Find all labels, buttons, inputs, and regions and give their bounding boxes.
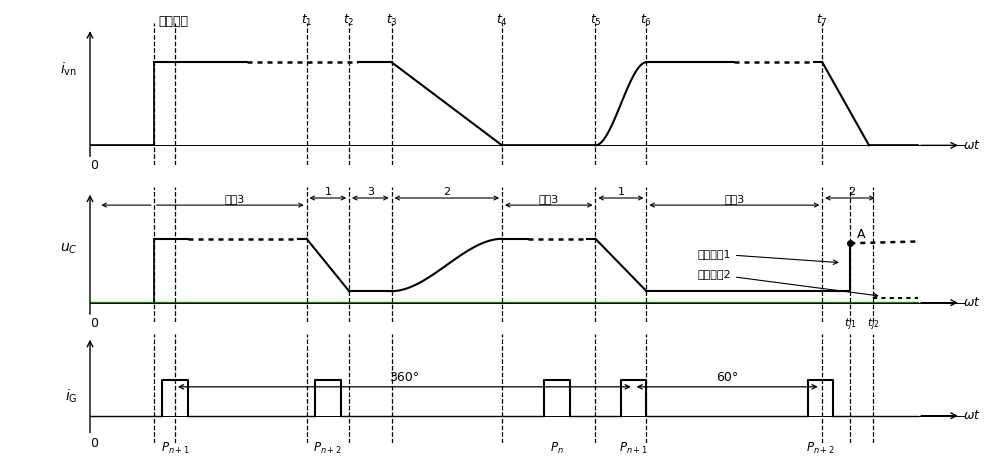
Text: 0: 0: [90, 317, 98, 330]
Text: $P_n$: $P_n$: [550, 441, 564, 456]
Text: 0: 0: [90, 437, 98, 450]
Text: 状态3: 状态3: [539, 194, 559, 204]
Text: $t_7$: $t_7$: [816, 13, 828, 28]
Text: $i_{\rm vn}$: $i_{\rm vn}$: [60, 60, 77, 78]
Text: $\omega t$: $\omega t$: [963, 296, 981, 309]
Text: 状态3: 状态3: [224, 194, 245, 204]
Text: 电压波形2: 电压波形2: [697, 269, 878, 298]
Text: 60°: 60°: [716, 371, 738, 384]
Text: $P_{n+2}$: $P_{n+2}$: [313, 441, 342, 456]
Text: $t_{j2}$: $t_{j2}$: [867, 317, 880, 333]
Text: $t_{j1}$: $t_{j1}$: [844, 317, 857, 333]
Text: 2: 2: [848, 187, 856, 197]
Text: 状态3: 状态3: [724, 194, 744, 204]
Text: 电压波形1: 电压波形1: [697, 249, 838, 265]
Text: $u_C$: $u_C$: [60, 241, 77, 255]
Text: $\omega t$: $\omega t$: [963, 409, 981, 422]
Text: $t_4$: $t_4$: [496, 13, 508, 28]
Text: $t_5$: $t_5$: [590, 13, 601, 28]
Text: $P_{n+2}$: $P_{n+2}$: [806, 441, 835, 456]
Text: 故障时刻: 故障时刻: [158, 15, 188, 28]
Text: 2: 2: [443, 187, 450, 197]
Text: 360°: 360°: [389, 371, 419, 384]
Text: $t_1$: $t_1$: [301, 13, 312, 28]
Text: 1: 1: [617, 187, 624, 197]
Text: $t_3$: $t_3$: [386, 13, 397, 28]
Text: $t_6$: $t_6$: [640, 13, 652, 28]
Text: $t_2$: $t_2$: [343, 13, 355, 28]
Text: $P_{n+1}$: $P_{n+1}$: [161, 441, 189, 456]
Text: $i_{\rm G}$: $i_{\rm G}$: [65, 387, 77, 404]
Text: 3: 3: [367, 187, 374, 197]
Text: 0: 0: [90, 159, 98, 172]
Text: $\omega t$: $\omega t$: [963, 139, 981, 152]
Text: 1: 1: [324, 187, 331, 197]
Text: A: A: [857, 228, 866, 241]
Text: $P_{n+1}$: $P_{n+1}$: [619, 441, 648, 456]
